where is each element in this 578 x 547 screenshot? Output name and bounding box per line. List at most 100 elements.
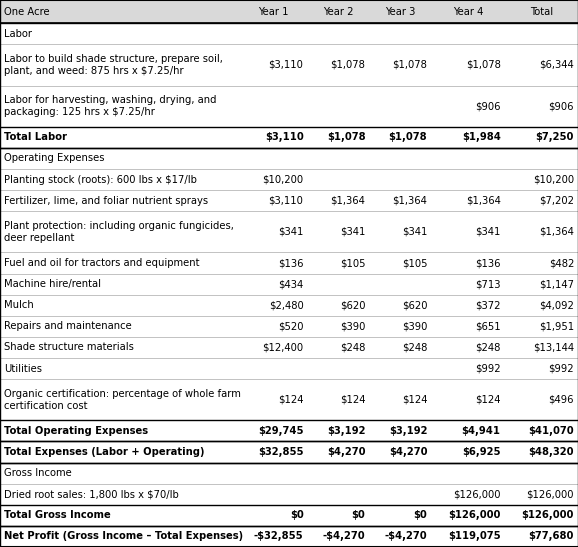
Text: $992: $992 (549, 364, 574, 374)
Text: $390: $390 (340, 321, 365, 331)
Text: $482: $482 (549, 258, 574, 268)
Text: $3,192: $3,192 (327, 426, 365, 436)
Text: $136: $136 (278, 258, 303, 268)
Text: $10,200: $10,200 (262, 174, 303, 184)
Text: $0: $0 (413, 510, 427, 520)
Text: $7,202: $7,202 (539, 196, 574, 206)
Text: -$32,855: -$32,855 (254, 532, 303, 542)
Text: $620: $620 (402, 300, 427, 310)
Text: $3,110: $3,110 (269, 196, 303, 206)
Text: $105: $105 (402, 258, 427, 268)
Text: $3,110: $3,110 (269, 60, 303, 70)
Text: packaging: 125 hrs x $7.25/hr: packaging: 125 hrs x $7.25/hr (4, 107, 155, 118)
Text: Shade structure materials: Shade structure materials (4, 342, 134, 352)
Text: Year 4: Year 4 (453, 7, 483, 16)
Text: $4,270: $4,270 (327, 447, 365, 457)
Text: Machine hire/rental: Machine hire/rental (4, 279, 101, 289)
Text: $41,070: $41,070 (528, 426, 574, 436)
Text: $124: $124 (278, 395, 303, 405)
Text: -$4,270: -$4,270 (323, 532, 365, 542)
Text: $3,192: $3,192 (388, 426, 427, 436)
Text: $124: $124 (340, 395, 365, 405)
Text: Fertilizer, lime, and foliar nutrient sprays: Fertilizer, lime, and foliar nutrient sp… (4, 196, 208, 206)
Text: $4,092: $4,092 (539, 300, 574, 310)
Text: Year 2: Year 2 (323, 7, 354, 16)
Text: $77,680: $77,680 (529, 532, 574, 542)
Text: Net Profit (Gross Income – Total Expenses): Net Profit (Gross Income – Total Expense… (4, 532, 243, 542)
Text: $341: $341 (340, 227, 365, 237)
Text: $48,320: $48,320 (528, 447, 574, 457)
Text: $3,110: $3,110 (265, 132, 303, 142)
Text: Dried root sales: 1,800 lbs x $70/lb: Dried root sales: 1,800 lbs x $70/lb (4, 489, 179, 499)
Text: $341: $341 (475, 227, 501, 237)
Text: $6,344: $6,344 (539, 60, 574, 70)
Text: $1,364: $1,364 (539, 227, 574, 237)
Text: One Acre: One Acre (4, 7, 50, 16)
Text: Labor for harvesting, washing, drying, and: Labor for harvesting, washing, drying, a… (4, 95, 217, 105)
Text: $2,480: $2,480 (269, 300, 303, 310)
Text: Fuel and oil for tractors and equipment: Fuel and oil for tractors and equipment (4, 258, 199, 268)
Text: $341: $341 (278, 227, 303, 237)
Text: $0: $0 (351, 510, 365, 520)
Text: $992: $992 (475, 364, 501, 374)
Text: $4,941: $4,941 (462, 426, 501, 436)
Text: $906: $906 (475, 101, 501, 111)
Text: Year 1: Year 1 (258, 7, 289, 16)
Text: $906: $906 (549, 101, 574, 111)
Text: Organic certification: percentage of whole farm: Organic certification: percentage of who… (4, 388, 241, 399)
Text: $1,078: $1,078 (388, 132, 427, 142)
Text: Operating Expenses: Operating Expenses (4, 154, 105, 164)
Text: $105: $105 (340, 258, 365, 268)
Text: $1,984: $1,984 (462, 132, 501, 142)
Text: $136: $136 (475, 258, 501, 268)
Text: $520: $520 (278, 321, 303, 331)
Text: $1,364: $1,364 (331, 196, 365, 206)
Text: Total Expenses (Labor + Operating): Total Expenses (Labor + Operating) (4, 447, 205, 457)
Text: $1,078: $1,078 (327, 132, 365, 142)
Text: Plant protection: including organic fungicides,: Plant protection: including organic fung… (4, 220, 234, 231)
Text: $1,364: $1,364 (392, 196, 427, 206)
Text: $126,000: $126,000 (453, 489, 501, 499)
Text: Planting stock (roots): 600 lbs x $17/lb: Planting stock (roots): 600 lbs x $17/lb (4, 174, 197, 184)
Text: certification cost: certification cost (4, 401, 87, 411)
Text: $10,200: $10,200 (533, 174, 574, 184)
Text: $12,400: $12,400 (262, 342, 303, 352)
Text: Total: Total (529, 7, 553, 16)
Text: $1,364: $1,364 (466, 196, 501, 206)
Text: $496: $496 (549, 395, 574, 405)
Text: $620: $620 (340, 300, 365, 310)
Text: $124: $124 (402, 395, 427, 405)
Text: $124: $124 (475, 395, 501, 405)
Text: $126,000: $126,000 (527, 489, 574, 499)
Text: $1,078: $1,078 (331, 60, 365, 70)
Text: $29,745: $29,745 (258, 426, 303, 436)
Text: $6,925: $6,925 (462, 447, 501, 457)
Text: $1,951: $1,951 (539, 321, 574, 331)
Text: $7,250: $7,250 (536, 132, 574, 142)
Text: Mulch: Mulch (4, 300, 34, 310)
Text: Year 3: Year 3 (385, 7, 416, 16)
Text: Gross Income: Gross Income (4, 468, 72, 478)
Text: $248: $248 (340, 342, 365, 352)
Text: $390: $390 (402, 321, 427, 331)
Text: Repairs and maintenance: Repairs and maintenance (4, 321, 132, 331)
Text: $119,075: $119,075 (448, 532, 501, 542)
Text: Total Operating Expenses: Total Operating Expenses (4, 426, 148, 436)
Text: Labor to build shade structure, prepare soil,: Labor to build shade structure, prepare … (4, 54, 223, 64)
Text: $126,000: $126,000 (448, 510, 501, 520)
Text: $1,078: $1,078 (392, 60, 427, 70)
Text: $126,000: $126,000 (521, 510, 574, 520)
Text: $248: $248 (402, 342, 427, 352)
Text: $1,147: $1,147 (539, 279, 574, 289)
Bar (0, 0, 578, 24)
Text: Labor: Labor (4, 29, 32, 39)
Text: $4,270: $4,270 (388, 447, 427, 457)
Text: $248: $248 (475, 342, 501, 352)
Text: $713: $713 (475, 279, 501, 289)
Text: Utilities: Utilities (4, 364, 42, 374)
Text: $651: $651 (475, 321, 501, 331)
Text: $341: $341 (402, 227, 427, 237)
Text: $13,144: $13,144 (533, 342, 574, 352)
Text: Total Gross Income: Total Gross Income (4, 510, 111, 520)
Text: $372: $372 (475, 300, 501, 310)
